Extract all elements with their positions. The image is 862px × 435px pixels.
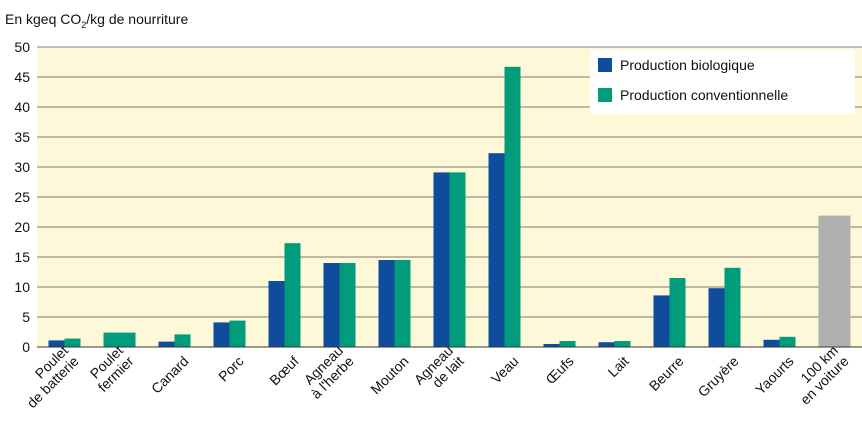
x-tick-label-line: Veau: [488, 353, 522, 387]
bar: [543, 344, 560, 347]
bar: [449, 172, 466, 347]
x-tick-label-line: Mouton: [367, 353, 411, 397]
bar: [708, 288, 725, 347]
bar: [268, 281, 285, 347]
y-tick-label: 5: [22, 309, 30, 325]
bar: [103, 332, 136, 347]
y-tick-label: 10: [14, 279, 30, 295]
bar: [818, 215, 851, 347]
bar: [779, 336, 796, 347]
bar: [763, 339, 780, 347]
x-tick-label: Pouletfermier: [84, 342, 137, 395]
legend-swatch: [598, 58, 612, 72]
x-tick-label: Agneaude lait: [411, 342, 467, 398]
x-tick-label: Gruyère: [695, 353, 742, 400]
x-tick-label-line: Bœuf: [266, 353, 302, 389]
bar: [433, 172, 450, 347]
bar: [669, 278, 686, 347]
x-tick-label-line: Canard: [148, 353, 192, 397]
x-tick-label: Lait: [604, 353, 631, 380]
bar: [64, 338, 81, 347]
bar: [213, 322, 230, 347]
x-tick-label-line: Yaourts: [752, 353, 797, 398]
x-tick-label-line: Gruyère: [695, 353, 742, 400]
bar: [284, 243, 301, 347]
x-tick-label: Porc: [215, 353, 247, 385]
y-tick-label: 0: [22, 339, 30, 355]
y-tick-label: 35: [14, 129, 30, 145]
x-tick-label: Bœuf: [266, 353, 302, 389]
bar: [614, 341, 631, 347]
bar: [229, 320, 246, 347]
x-tick-label-line: Œufs: [542, 353, 576, 387]
x-tick-label-line: Porc: [215, 353, 247, 385]
axis-label: En kgeq CO2/kg de nourriture: [5, 11, 188, 30]
x-tick-label: Agneauà l'herbe: [297, 342, 357, 402]
bar: [339, 263, 356, 347]
y-tick-label: 40: [14, 99, 30, 115]
legend-swatch: [598, 88, 612, 102]
bar: [488, 153, 505, 347]
legend-label: Production conventionnelle: [620, 87, 788, 103]
y-tick-label: 30: [14, 159, 30, 175]
bar: [394, 260, 411, 347]
bar: [559, 341, 576, 347]
y-tick-label: 50: [14, 39, 30, 55]
legend-label: Production biologique: [620, 57, 755, 73]
x-tick-label: 100 kmen voiture: [786, 342, 852, 408]
bar: [724, 267, 741, 347]
y-tick-label: 45: [14, 69, 30, 85]
legend-box: [590, 50, 855, 114]
y-tick-label: 20: [14, 219, 30, 235]
x-tick-label: Yaourts: [752, 353, 797, 398]
bar: [174, 334, 191, 347]
bar: [323, 263, 340, 347]
x-tick-label-line: Lait: [604, 353, 631, 380]
x-tick-label: Veau: [488, 353, 522, 387]
bar: [48, 340, 65, 347]
x-tick-label: Beurre: [646, 353, 687, 394]
x-tick-label-line: Beurre: [646, 353, 687, 394]
bar: [504, 66, 521, 348]
bar: [598, 342, 615, 347]
x-tick-label: Canard: [148, 353, 192, 397]
y-tick-label: 25: [14, 189, 30, 205]
y-tick-label: 15: [14, 249, 30, 265]
x-tick-label: Œufs: [542, 353, 576, 387]
x-tick-label: Mouton: [367, 353, 411, 397]
bar: [158, 341, 175, 347]
bar: [653, 295, 670, 347]
bar: [378, 260, 395, 347]
